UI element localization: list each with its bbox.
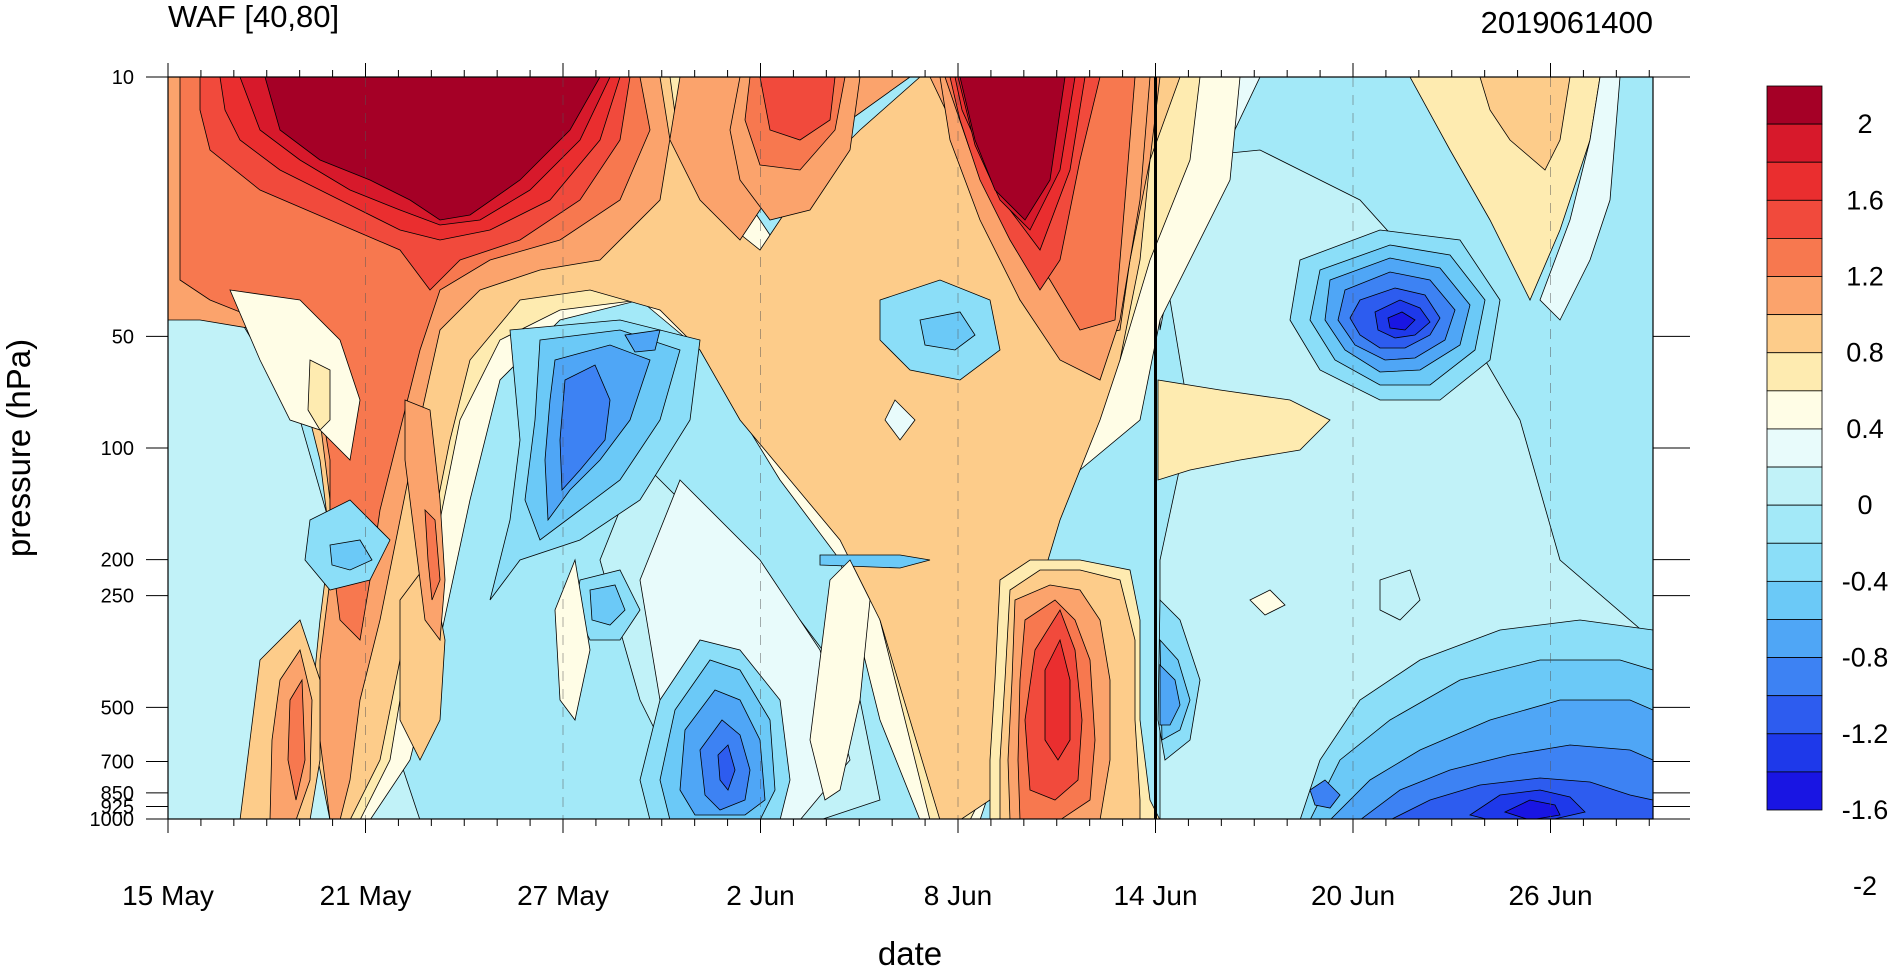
field-region xyxy=(759,77,836,141)
colorbar-label: -1.2 xyxy=(1842,719,1889,749)
field-region xyxy=(1539,77,1621,321)
colorbar-swatch xyxy=(1766,466,1823,506)
colorbar-swatch xyxy=(1766,276,1823,316)
colorbar-label: -2 xyxy=(1853,871,1877,901)
field-region xyxy=(1157,379,1331,481)
field-region xyxy=(264,77,601,221)
y-tick-label: 700 xyxy=(101,752,134,774)
field-region xyxy=(1159,664,1181,726)
colorbar-swatch xyxy=(1766,771,1823,811)
field-region xyxy=(959,77,1066,221)
field-region xyxy=(307,359,331,431)
y-axis-label: pressure (hPa) xyxy=(0,339,37,557)
colorbar-label: 2 xyxy=(1857,109,1872,139)
x-axis: 15 May 21 May 27 May 2 Jun 8 Jun 14 Jun 20 Jun… xyxy=(122,63,1650,911)
field-region xyxy=(624,329,661,353)
y-tick-label: 500 xyxy=(101,697,134,719)
field-region xyxy=(717,744,736,791)
x-tick-label: 2 Jun xyxy=(726,880,795,911)
field-region xyxy=(559,364,611,491)
colorbar-label: -0.8 xyxy=(1842,643,1889,673)
colorbar-swatch xyxy=(1766,504,1823,544)
colorbar-swatch xyxy=(1766,123,1823,163)
y-tick-label: 50 xyxy=(112,326,134,348)
x-tick-label: 21 May xyxy=(320,880,412,911)
y-tick-label: 850 xyxy=(101,783,134,805)
field-region xyxy=(1479,77,1571,171)
colorbar-swatch xyxy=(1766,161,1823,201)
field-region xyxy=(1379,569,1421,621)
colorbar-swatch xyxy=(1766,657,1823,697)
colorbar-label: 0.8 xyxy=(1846,338,1884,368)
colorbar-label: 0 xyxy=(1857,490,1872,520)
colorbar-swatch xyxy=(1766,352,1823,392)
field-region xyxy=(884,399,916,441)
colorbar-swatch xyxy=(1766,199,1823,239)
field-region xyxy=(287,678,306,801)
y-tick-label: 250 xyxy=(101,586,134,608)
y-tick-label: 925 xyxy=(101,796,134,818)
y-tick-label: 100 xyxy=(101,438,134,460)
colorbar-swatch xyxy=(1766,314,1823,354)
colorbar-swatch xyxy=(1766,390,1823,430)
x-tick-label: 8 Jun xyxy=(924,880,993,911)
colorbar-label: -0.4 xyxy=(1842,566,1889,596)
colorbar-label: 1.6 xyxy=(1846,185,1884,215)
colorbar-swatch xyxy=(1766,695,1823,735)
x-tick-label: 14 Jun xyxy=(1113,880,1197,911)
field-region xyxy=(919,311,976,351)
x-tick-label: 20 Jun xyxy=(1311,880,1395,911)
colorbar: 2 1.6 1.2 0.8 0.4 0 -0.4 -0.8 -1.2 -1.6 -2 xyxy=(1766,85,1889,901)
colorbar-swatch xyxy=(1766,733,1823,773)
chart-title-right: 2019061400 xyxy=(1481,5,1653,40)
colorbar-label: -1.6 xyxy=(1842,795,1889,825)
field-region xyxy=(424,508,441,601)
colorbar-label: 1.2 xyxy=(1846,262,1884,292)
chart-title-left: WAF [40,80] xyxy=(168,0,339,34)
colorbar-swatch xyxy=(1766,238,1823,277)
field-region xyxy=(329,539,373,571)
x-axis-label: date xyxy=(878,935,942,968)
field-region xyxy=(589,584,626,626)
field-region xyxy=(1387,311,1416,331)
field-region xyxy=(554,558,591,721)
colorbar-swatch xyxy=(1766,428,1823,468)
colorbar-swatch xyxy=(1766,580,1823,620)
contour-field xyxy=(168,77,1653,819)
colorbar-swatch xyxy=(1766,85,1823,125)
x-tick-label: 27 May xyxy=(517,880,609,911)
colorbar-swatch xyxy=(1766,619,1823,658)
field-region xyxy=(809,559,871,801)
plot-frame xyxy=(167,76,1654,820)
field-region xyxy=(1044,638,1071,761)
field-region xyxy=(1309,779,1341,809)
y-tick-label: 10 xyxy=(112,67,134,89)
y-tick-label: 1000 xyxy=(90,809,135,831)
x-tick-label: 26 Jun xyxy=(1508,880,1592,911)
colorbar-label: 0.4 xyxy=(1846,414,1884,444)
y-tick-label: 200 xyxy=(101,550,134,572)
colorbar-swatch xyxy=(1766,542,1823,582)
field-region xyxy=(1249,589,1286,616)
x-tick-label: 15 May xyxy=(122,880,214,911)
